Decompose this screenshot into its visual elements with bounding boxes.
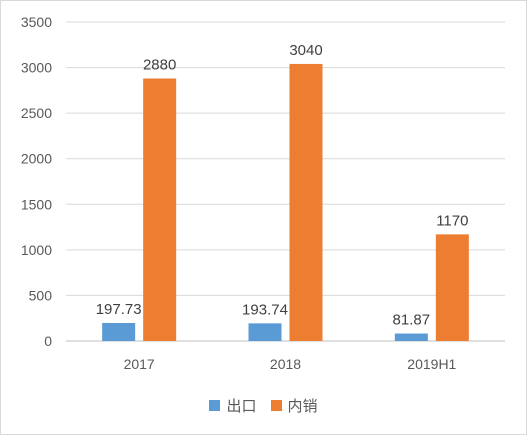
y-tick-label-0: 0 [44,333,52,349]
data-label-1-2: 1170 [436,212,468,229]
data-label-0-0: 197.73 [96,301,142,318]
chart-legend: 出口 内销 [0,394,527,416]
y-tick-label-2000: 2000 [21,151,52,167]
y-tick-label-500: 500 [29,287,53,303]
y-tick-label-3000: 3000 [21,60,52,76]
data-label-1-0: 2880 [143,57,176,74]
data-label-1-1: 3040 [289,42,322,59]
legend-item-export: 出口 [209,395,257,416]
bar-1-1 [289,63,323,341]
data-label-0-2: 81.87 [393,312,431,329]
y-tick-label-1000: 1000 [21,242,52,258]
bar-0-2 [394,333,428,341]
data-label-0-1: 193.74 [242,301,288,318]
legend-label-export: 出口 [226,396,257,415]
bar-1-0 [143,78,177,341]
x-tick-label-1: 2018 [270,356,301,372]
x-tick-label-0: 2017 [124,356,155,372]
legend-swatch-domestic [270,399,282,411]
y-tick-label-3500: 3500 [21,14,52,30]
bar-0-1 [248,323,282,341]
legend-swatch-export [209,399,221,411]
bar-0-0 [102,322,136,341]
x-tick-label-2: 2019H1 [407,356,456,372]
legend-label-domestic: 内销 [287,396,318,415]
y-tick-label-1500: 1500 [21,196,52,212]
legend-item-domestic: 内销 [270,395,318,416]
bar-1-2 [435,234,469,341]
y-tick-label-2500: 2500 [21,105,52,121]
